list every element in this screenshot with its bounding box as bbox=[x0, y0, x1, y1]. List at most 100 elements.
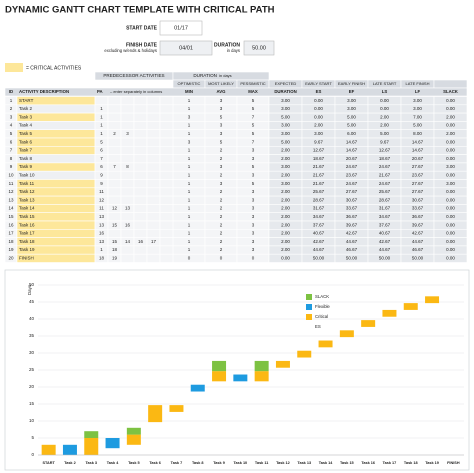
cell-text: 34.67 bbox=[313, 214, 325, 219]
column-header: OPTIMISTIC bbox=[178, 81, 201, 86]
cell-text: 37.67 bbox=[313, 222, 325, 227]
table-cell bbox=[133, 137, 148, 147]
predecessor: 18 bbox=[99, 256, 105, 261]
cell-text: 44.67 bbox=[313, 247, 325, 252]
table-cell bbox=[133, 245, 148, 255]
table-cell bbox=[133, 104, 148, 114]
cell-text: 39.67 bbox=[412, 222, 424, 227]
table-cell bbox=[159, 170, 174, 180]
cell-text: 7.00 bbox=[413, 114, 422, 119]
cell-text: 5.00 bbox=[281, 139, 290, 144]
task-bar bbox=[41, 444, 56, 455]
predecessor: 1 bbox=[100, 247, 103, 252]
column-header: ID bbox=[9, 89, 13, 94]
cell-text: 23.67 bbox=[412, 173, 424, 178]
table-cell bbox=[120, 229, 135, 238]
table-cell bbox=[159, 104, 174, 114]
cell-text: FINISH bbox=[19, 256, 34, 261]
cell-text: 3.00 bbox=[281, 181, 290, 186]
cell-text: 5 bbox=[252, 106, 255, 111]
cell-text: 37.67 bbox=[379, 222, 391, 227]
cell-text: 1 bbox=[188, 106, 191, 111]
table-cell bbox=[133, 121, 148, 131]
column-header: EXPECTED bbox=[275, 81, 297, 86]
x-tick-label: Task 3 bbox=[85, 461, 97, 465]
cell-text: 16 bbox=[8, 222, 14, 227]
cell-text: 5.00 bbox=[347, 114, 356, 119]
cell-text: 2.00 bbox=[281, 156, 290, 161]
duration-box bbox=[243, 40, 275, 56]
predecessor: 11 bbox=[99, 189, 104, 194]
cell-text: 33.67 bbox=[412, 206, 424, 211]
column-header: SLACK bbox=[443, 89, 459, 94]
predecessor: 9 bbox=[100, 181, 103, 186]
cell-text: 2 bbox=[220, 214, 223, 219]
cell-text: Task 5 bbox=[19, 131, 33, 136]
cell-text: 2 bbox=[220, 239, 223, 244]
cell-text: 3 bbox=[220, 123, 223, 128]
cell-text: Task 11 bbox=[19, 181, 35, 186]
cell-text: 1 bbox=[188, 148, 191, 153]
predecessor: 7 bbox=[100, 156, 103, 161]
table-cell bbox=[146, 212, 161, 222]
predecessor: 6 bbox=[100, 164, 103, 169]
cell-text: 9.67 bbox=[314, 139, 323, 144]
table-cell bbox=[120, 96, 135, 106]
cell-text: 34.67 bbox=[379, 214, 391, 219]
cell-text: 46.67 bbox=[346, 247, 358, 252]
predecessor: 14 bbox=[125, 239, 131, 244]
cell-text: 24.67 bbox=[379, 164, 391, 169]
legend-label: SLACK bbox=[315, 294, 329, 299]
cell-text: 6.00 bbox=[347, 131, 356, 136]
cell-text: 3.00 bbox=[281, 123, 290, 128]
x-tick-label: Task 9 bbox=[213, 461, 225, 465]
predecessor: 1 bbox=[100, 123, 103, 128]
table-cell bbox=[159, 195, 174, 205]
cell-text: START bbox=[19, 98, 34, 103]
cell-text: 2.00 bbox=[281, 148, 290, 153]
cell-text: 42.67 bbox=[412, 231, 424, 236]
cell-text: 5.00 bbox=[281, 114, 290, 119]
task-bar bbox=[233, 374, 248, 382]
y-tick-label: 40 bbox=[29, 316, 35, 321]
cell-text: 2.00 bbox=[446, 131, 455, 136]
task-bar bbox=[212, 371, 227, 382]
table-cell bbox=[146, 253, 161, 263]
cell-text: 3 bbox=[252, 247, 255, 252]
x-tick-label: Task 7 bbox=[171, 461, 183, 465]
cell-text: 0.00 bbox=[446, 189, 455, 194]
column-header: LS bbox=[382, 89, 388, 94]
cell-text: 14 bbox=[8, 206, 14, 211]
table-cell bbox=[120, 187, 135, 197]
table-cell bbox=[120, 212, 135, 222]
cell-text: 39.67 bbox=[346, 222, 358, 227]
cell-text: 3 bbox=[10, 114, 13, 119]
cell-text: 33.67 bbox=[346, 206, 358, 211]
cell-text: 7 bbox=[10, 148, 13, 153]
table-cell bbox=[159, 112, 174, 122]
cell-text: 31.67 bbox=[379, 206, 391, 211]
cell-text: 14.67 bbox=[346, 139, 358, 144]
cell-text: 36.67 bbox=[346, 214, 358, 219]
cell-text: 2 bbox=[220, 231, 223, 236]
cell-text: 0 bbox=[220, 256, 223, 261]
x-tick-label: Task 5 bbox=[128, 461, 140, 465]
cell-text: 3 bbox=[188, 139, 191, 144]
predecessor: 16 bbox=[99, 231, 105, 236]
table-cell bbox=[120, 121, 135, 131]
cell-text: 3 bbox=[220, 106, 223, 111]
cell-text: 3 bbox=[252, 222, 255, 227]
cell-text: 0.00 bbox=[446, 106, 455, 111]
cell-text: 1 bbox=[188, 239, 191, 244]
cell-text: 27.67 bbox=[412, 189, 424, 194]
y-axis-label: Days bbox=[27, 284, 32, 295]
column-header: MAX bbox=[248, 89, 258, 94]
cell-text: Task 6 bbox=[19, 139, 33, 144]
table-cell bbox=[107, 170, 122, 180]
cell-text: 0.00 bbox=[446, 222, 455, 227]
cell-text: 14.67 bbox=[412, 139, 424, 144]
cell-text: 18.67 bbox=[313, 156, 325, 161]
predecessor: 19 bbox=[112, 256, 118, 261]
cell-text: 0.00 bbox=[446, 247, 455, 252]
cell-text: 1 bbox=[188, 231, 191, 236]
